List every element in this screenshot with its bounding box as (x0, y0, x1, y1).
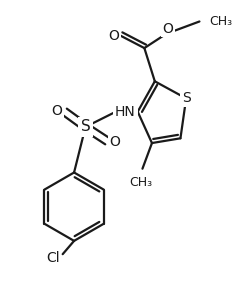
Text: S: S (182, 91, 190, 105)
Text: S: S (80, 120, 90, 134)
Text: O: O (110, 135, 120, 149)
Text: HN: HN (115, 105, 136, 119)
Text: O: O (51, 104, 62, 118)
Text: Cl: Cl (46, 251, 60, 265)
Text: O: O (109, 29, 119, 43)
Text: CH₃: CH₃ (129, 176, 152, 189)
Text: O: O (163, 22, 174, 36)
Text: CH₃: CH₃ (209, 15, 232, 28)
